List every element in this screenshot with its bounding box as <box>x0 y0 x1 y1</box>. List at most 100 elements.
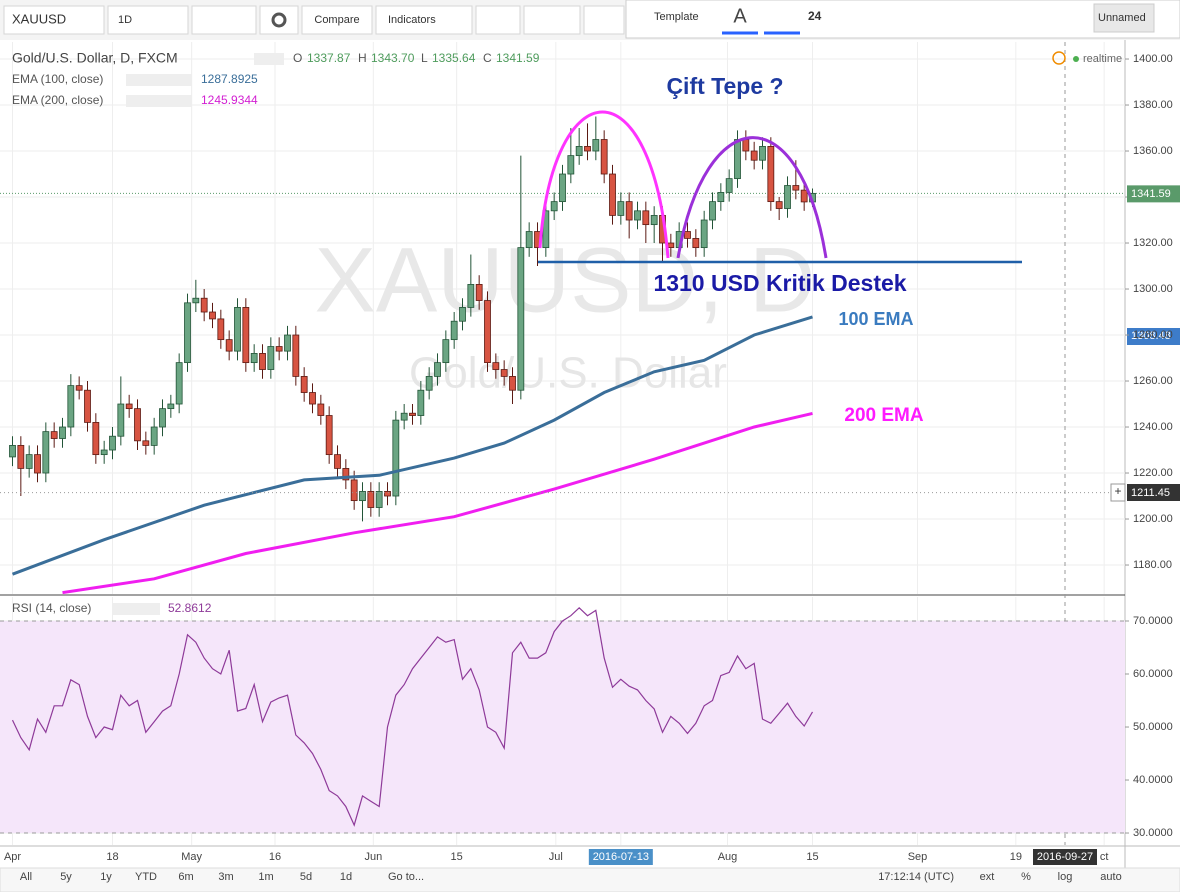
candle-body <box>784 185 791 209</box>
range-button[interactable]: 5y <box>60 871 72 883</box>
candle-body <box>734 139 741 180</box>
text-tool[interactable]: A <box>733 5 747 27</box>
ohlc-value: 1337.87 <box>307 51 351 65</box>
legend-icons <box>254 53 284 65</box>
candle-body <box>392 419 400 497</box>
ideas-button[interactable] <box>523 5 581 35</box>
x-tick-label: May <box>181 851 202 863</box>
crosshair-add-button[interactable] <box>1110 483 1126 502</box>
x-tick-label: 2016-07-13 <box>593 851 649 863</box>
range-button[interactable]: 5d <box>300 871 312 883</box>
candle-body <box>200 297 208 313</box>
candle-body <box>25 454 33 469</box>
candle-body <box>517 247 525 391</box>
candle-body <box>109 435 116 451</box>
candle-body <box>317 403 325 416</box>
candle-body <box>492 362 500 370</box>
candle-body <box>367 491 375 508</box>
candle-body <box>684 231 691 239</box>
option-button[interactable]: log <box>1058 871 1073 883</box>
ema100-annotation: 100 EMA <box>838 309 913 329</box>
toolbar-buttons: XAUUSD 1D Compare Indicators Template A … <box>3 0 1180 39</box>
template[interactable]: Template <box>654 11 699 23</box>
range-button[interactable]: 1m <box>258 871 273 883</box>
x-tick-label: Apr <box>4 851 21 863</box>
range-button[interactable]: All <box>20 871 32 883</box>
x-tick-label: 18 <box>106 851 118 863</box>
range-button[interactable]: 6m <box>178 871 193 883</box>
range-button[interactable]: YTD <box>135 871 157 883</box>
font-size[interactable]: 24 <box>808 9 822 23</box>
candle-body <box>342 468 350 481</box>
option-button[interactable]: auto <box>1100 871 1121 883</box>
candle-body <box>217 318 225 341</box>
candle-body <box>442 339 450 364</box>
y-tick-label: 1320.00 <box>1133 237 1173 249</box>
ohlc-label: L <box>421 51 428 65</box>
realtime-dot <box>1073 56 1079 62</box>
candle-body <box>225 339 233 352</box>
legend-icons <box>112 603 160 615</box>
settings-button[interactable] <box>259 5 299 35</box>
alert-button[interactable] <box>475 5 521 35</box>
candle-body <box>375 491 383 508</box>
y-tick-label: 1220.00 <box>1133 467 1173 479</box>
drawing-toolbar <box>625 0 1180 39</box>
y-tick-label: 1300.00 <box>1133 283 1173 295</box>
candle-body <box>750 150 758 161</box>
layout-name: Unnamed <box>1098 12 1146 24</box>
legend: Gold/U.S. Dollar, D, FXCM O 1337.87 H 13… <box>12 50 1122 615</box>
indicators-button[interactable] <box>375 5 473 35</box>
watermark-description: Gold/U.S. Dollar <box>409 349 727 398</box>
candle-body <box>434 362 441 377</box>
candle-body <box>34 454 41 474</box>
option-button[interactable]: ext <box>980 871 995 883</box>
x-tick-label: 15 <box>806 851 818 863</box>
candle-body <box>559 173 566 203</box>
warning-icon[interactable] <box>1052 51 1066 65</box>
compare: Compare <box>314 14 359 26</box>
second-top-arc <box>676 136 828 259</box>
y-tick-label: 30.0000 <box>1133 827 1173 839</box>
candle-body <box>175 362 183 405</box>
candle-body <box>575 146 583 157</box>
x-tick-label: Sep <box>908 851 928 863</box>
ema200-value: 1245.9344 <box>201 93 258 107</box>
axes: + 1308.48 Apr 18 May 16 Jun 15 Jul 2016-07-13 Au… <box>4 53 1180 865</box>
symbol-box[interactable] <box>3 5 105 35</box>
candle-body <box>67 385 75 428</box>
clock: 17:12:14 (UTC) <box>878 871 954 883</box>
interval-box[interactable] <box>107 5 189 35</box>
candle-body <box>209 311 216 320</box>
chart-style-button[interactable] <box>191 5 257 35</box>
candle-body <box>359 491 366 502</box>
interval: 1D <box>118 14 132 26</box>
series-line <box>11 606 814 827</box>
ema-price-label: 1308.48 <box>1131 330 1171 342</box>
candle-body <box>275 346 283 352</box>
candle-body <box>325 415 333 456</box>
x-tick-label: 16 <box>269 851 281 863</box>
range-button[interactable]: 1y <box>100 871 112 883</box>
range-button[interactable]: 1d <box>340 871 352 883</box>
crosshair-price-label: 1211.45 <box>1131 487 1170 499</box>
candle-body <box>625 201 633 221</box>
candle-body <box>267 346 275 370</box>
candle-body <box>634 210 641 221</box>
candle-body <box>184 302 191 364</box>
ema200-annotation: 200 EMA <box>844 405 923 426</box>
layout-box[interactable] <box>1093 3 1155 33</box>
undo-button[interactable] <box>583 5 625 35</box>
option-button[interactable]: % <box>1021 871 1031 883</box>
series-line <box>62 411 813 594</box>
bottom-bar <box>0 867 1180 892</box>
candle-body <box>767 146 775 203</box>
compare-button[interactable] <box>301 5 373 35</box>
ohlc-value: 1335.64 <box>432 51 476 65</box>
candle-body <box>709 201 716 221</box>
candle-body <box>592 139 600 152</box>
range-button[interactable]: 3m <box>218 871 233 883</box>
goto-button[interactable]: Go to... <box>388 871 424 883</box>
candle-body <box>692 238 700 249</box>
annotations: Çift Tepe ? 1310 USD Kritik Destek 100 E… <box>538 73 1022 426</box>
